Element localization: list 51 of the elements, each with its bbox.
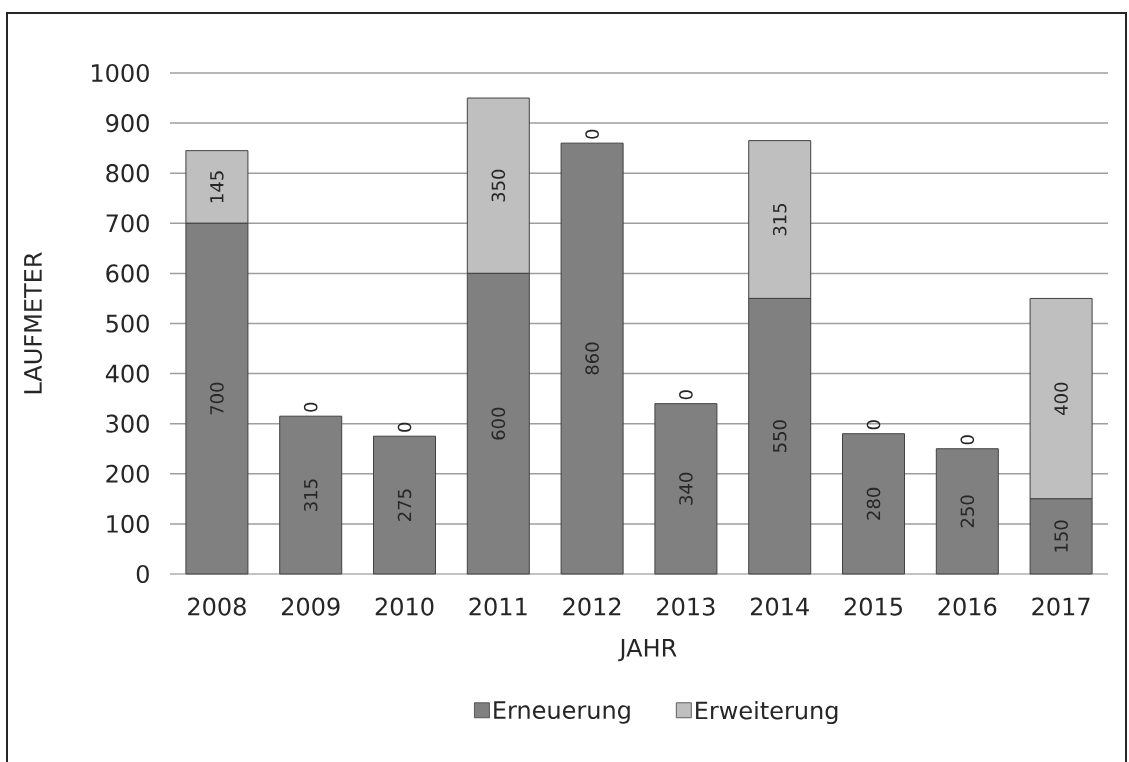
data-label: 250: [960, 495, 975, 528]
y-tick-label: 500: [106, 314, 149, 333]
legend-label: Erweiterung: [696, 700, 838, 725]
data-label: 145: [210, 171, 224, 203]
data-label: 340: [679, 472, 693, 505]
x-tick-label: 2012: [563, 597, 621, 616]
data-label: 0: [303, 402, 318, 412]
data-label: 315: [772, 203, 787, 236]
y-tick-label: 600: [106, 264, 149, 283]
data-label: 275: [397, 489, 412, 521]
data-label: 0: [866, 420, 881, 430]
data-label: 0: [585, 129, 599, 139]
data-label: 0: [679, 390, 693, 400]
x-tick-label: 2011: [469, 597, 527, 616]
bar: [935, 448, 999, 575]
x-axis-title: JAHR: [618, 638, 677, 662]
bar: [279, 415, 343, 575]
data-label: 700: [210, 382, 224, 415]
x-tick-label: 2016: [938, 597, 997, 616]
data-label: 0: [397, 422, 412, 432]
x-tick-label: 2009: [281, 597, 340, 616]
y-tick-label: 300: [106, 414, 149, 433]
bar: [842, 433, 906, 575]
data-label: 600: [491, 407, 506, 440]
data-label: 400: [1054, 382, 1068, 415]
y-tick-label: 400: [105, 364, 149, 383]
data-label: 0: [960, 435, 975, 445]
x-tick-label: 2014: [750, 597, 809, 616]
bar: [560, 142, 624, 575]
data-label: 315: [303, 479, 318, 511]
data-label: 280: [866, 487, 881, 520]
x-tick-label: 2015: [844, 597, 902, 616]
data-label: 350: [491, 169, 506, 202]
y-axis-title: LAUFMETER: [24, 252, 42, 394]
x-tick-label: 2008: [188, 597, 246, 616]
legend-label: Erneuerung: [494, 701, 630, 724]
y-tick-label: 200: [106, 464, 149, 483]
y-tick-label: 1000: [92, 63, 149, 83]
y-tick-label: 100: [107, 514, 149, 533]
y-tick-label: 700: [106, 214, 149, 233]
data-label: 150: [1054, 520, 1068, 552]
bar: [373, 435, 437, 575]
data-label: 860: [585, 342, 599, 375]
y-tick-label: 0: [136, 564, 149, 584]
data-label: 550: [772, 420, 787, 452]
x-tick-label: 2017: [1032, 597, 1090, 616]
x-tick-label: 2010: [375, 597, 434, 616]
y-tick-label: 900: [106, 114, 149, 133]
x-tick-label: 2013: [657, 597, 715, 616]
bar: [654, 403, 718, 575]
y-tick-label: 800: [106, 164, 149, 183]
